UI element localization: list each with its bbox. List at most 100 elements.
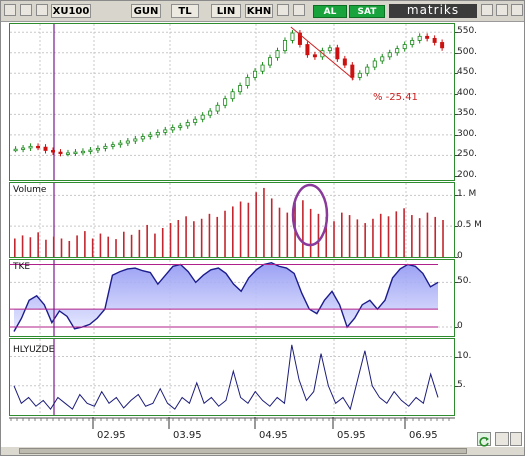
volume-chart[interactable]: [10, 183, 454, 257]
volume-bar: [418, 218, 421, 257]
candle-body: [163, 129, 168, 133]
zoom-in-icon[interactable]: [510, 432, 522, 446]
currency-button[interactable]: TL: [171, 4, 199, 18]
candle-body: [417, 35, 422, 41]
date-axis-label: 05.95: [337, 430, 366, 441]
zoom-out-icon[interactable]: [495, 432, 509, 446]
percent-change-annotation: % -25.41: [373, 92, 418, 103]
volume-bar: [247, 202, 250, 257]
candle-body: [335, 47, 340, 60]
candle-body: [350, 64, 355, 78]
candle-body: [110, 144, 115, 147]
volume-bar: [232, 206, 234, 257]
candle-body: [297, 32, 302, 45]
close-icon[interactable]: [511, 4, 523, 16]
candle-body: [21, 147, 26, 150]
candle-body: [365, 66, 370, 74]
volume-bar: [200, 218, 203, 257]
axis-tick-mark: [455, 195, 458, 197]
volume-bar: [317, 213, 320, 257]
axis-tick-mark: [455, 356, 458, 358]
axis-tick-label: 10.: [457, 350, 472, 361]
axis-tick-label: 250.: [457, 149, 478, 160]
volume-bar: [107, 236, 110, 257]
link-icon[interactable]: [20, 4, 32, 16]
volume-bar: [99, 233, 102, 257]
toolbar: XU100 GUN TL LIN KHN AL SAT matriks: [1, 1, 524, 22]
period-button[interactable]: GUN: [131, 4, 161, 18]
volume-bar: [270, 198, 273, 257]
axis-tick-label: 450.: [457, 67, 478, 78]
volume-bar: [185, 216, 187, 257]
candle-body: [387, 52, 392, 58]
price-panel[interactable]: % -25.41: [9, 23, 455, 181]
highlight-ellipse: [291, 183, 329, 247]
khn-button[interactable]: KHN: [245, 4, 273, 18]
symbol-picker-icon[interactable]: [36, 4, 48, 16]
settings-icon[interactable]: [293, 4, 305, 16]
volume-bar: [403, 208, 405, 257]
volume-title: Volume: [13, 185, 47, 195]
axis-tick-label: 400.: [457, 87, 478, 98]
refresh-icon[interactable]: [477, 432, 491, 447]
volume-bar: [348, 215, 351, 257]
axis-tick-mark: [455, 226, 458, 228]
axis-tick-label: 350.: [457, 108, 478, 119]
candle-body: [395, 48, 400, 54]
candle-body: [215, 104, 220, 112]
axis-tick-label: 300.: [457, 128, 478, 139]
tke-line: [13, 261, 439, 332]
volume-bar: [286, 212, 289, 257]
date-axis-label: 06.95: [409, 430, 438, 441]
candle-body: [88, 149, 93, 152]
candle-body: [36, 145, 41, 149]
symbol-field[interactable]: XU100: [51, 4, 91, 18]
scale-button[interactable]: LIN: [211, 4, 241, 18]
axis-tick-mark: [455, 282, 458, 284]
tke-area: [14, 262, 438, 332]
volume-bar: [91, 238, 94, 257]
buy-button[interactable]: AL: [313, 5, 347, 18]
tke-chart[interactable]: [10, 260, 454, 336]
window-menu-icon[interactable]: [4, 4, 16, 16]
volume-bar: [208, 213, 211, 257]
candle-body: [260, 64, 265, 72]
axis-tick-label: 0: [457, 321, 463, 332]
axis-tick-label: 0.5 M: [457, 220, 482, 231]
maximize-icon[interactable]: [496, 4, 508, 16]
candle-body: [13, 148, 18, 152]
draw-tool-icon[interactable]: [277, 4, 289, 16]
volume-bar: [68, 240, 71, 257]
hlyuzde-panel[interactable]: HLYUZDE: [9, 338, 455, 416]
volume-bar: [364, 223, 366, 257]
candle-body: [80, 150, 85, 154]
volume-bar: [224, 210, 226, 257]
scroll-thumb[interactable]: [19, 448, 467, 454]
candle-body: [238, 85, 243, 93]
axis-tick-mark: [455, 52, 458, 54]
axis-tick-mark: [455, 327, 458, 329]
volume-bar: [21, 235, 24, 257]
volume-bar: [193, 221, 195, 257]
axis-tick-mark: [455, 257, 458, 258]
tke-panel[interactable]: TKE: [9, 259, 455, 337]
axis-tick-mark: [455, 93, 458, 95]
candle-body: [193, 118, 198, 123]
volume-bar: [177, 220, 180, 257]
axis-tick-mark: [455, 155, 458, 157]
volume-bar: [123, 231, 125, 257]
sell-button[interactable]: SAT: [349, 5, 385, 18]
volume-panel[interactable]: Volume: [9, 182, 455, 258]
trend-line: [290, 26, 355, 80]
date-axis-label: 02.95: [97, 430, 126, 441]
matriks-logo: matriks: [389, 4, 477, 18]
volume-bar: [255, 192, 257, 257]
minimize-icon[interactable]: [481, 4, 493, 16]
price-chart[interactable]: % -25.41: [10, 24, 454, 180]
hlyuzde-chart[interactable]: [10, 339, 454, 415]
volume-bar: [130, 234, 133, 257]
candle-body: [148, 134, 153, 137]
candle-body: [95, 147, 100, 151]
candle-body: [245, 76, 250, 86]
candle-body: [275, 50, 280, 59]
